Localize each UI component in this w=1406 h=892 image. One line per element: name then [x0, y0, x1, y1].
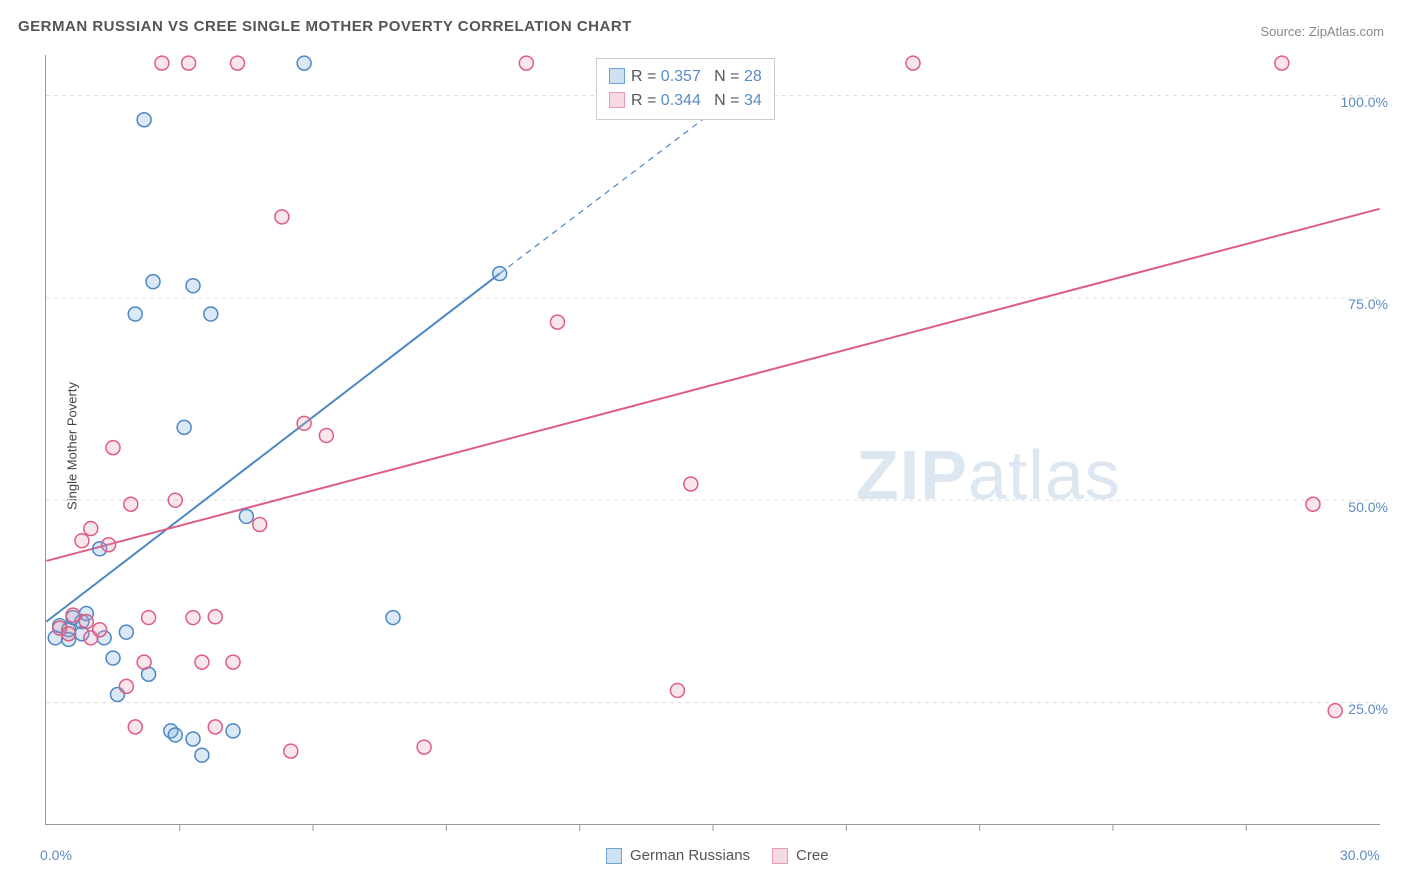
data-point: [155, 56, 169, 70]
data-point: [137, 655, 151, 669]
data-point: [297, 416, 311, 430]
x-tick-label: 0.0%: [40, 847, 72, 863]
data-point: [62, 627, 76, 641]
legend-swatch: [609, 92, 625, 108]
data-point: [195, 655, 209, 669]
y-tick-label: 25.0%: [1348, 701, 1388, 717]
legend-stats-row: R = 0.357 N = 28: [609, 65, 762, 89]
data-point: [550, 315, 564, 329]
y-tick-label: 75.0%: [1348, 296, 1388, 312]
legend-label: Cree: [796, 847, 829, 864]
data-point: [284, 744, 298, 758]
n-value: 28: [744, 68, 762, 85]
legend-label: German Russians: [630, 847, 750, 864]
data-point: [79, 615, 93, 629]
data-point: [230, 56, 244, 70]
data-point: [226, 655, 240, 669]
data-point: [519, 56, 533, 70]
r-label: R =: [631, 68, 661, 85]
data-point: [66, 608, 80, 622]
data-point: [906, 56, 920, 70]
x-tick-label: 30.0%: [1340, 847, 1380, 863]
data-point: [119, 679, 133, 693]
data-point: [684, 477, 698, 491]
chart-source: Source: ZipAtlas.com: [1260, 24, 1384, 39]
data-point: [195, 748, 209, 762]
plot-area: ZIPatlas R = 0.357 N = 28R = 0.344 N = 3…: [45, 55, 1380, 825]
data-point: [226, 724, 240, 738]
chart-container: GERMAN RUSSIAN VS CREE SINGLE MOTHER POV…: [0, 0, 1406, 892]
data-point: [75, 534, 89, 548]
data-point: [102, 538, 116, 552]
legend-swatch: [772, 848, 788, 864]
legend-item: Cree: [772, 847, 829, 864]
data-point: [670, 683, 684, 697]
trend-line: [46, 209, 1379, 561]
r-value: 0.357: [661, 68, 701, 85]
data-point: [204, 307, 218, 321]
data-point: [208, 610, 222, 624]
legend-series: German Russians Cree: [606, 847, 829, 864]
data-point: [106, 441, 120, 455]
data-point: [1306, 497, 1320, 511]
y-tick-label: 50.0%: [1348, 499, 1388, 515]
data-point: [1275, 56, 1289, 70]
data-point: [128, 307, 142, 321]
data-point: [93, 623, 107, 637]
data-point: [106, 651, 120, 665]
data-point: [1328, 704, 1342, 718]
data-point: [146, 275, 160, 289]
data-point: [128, 720, 142, 734]
data-point: [297, 56, 311, 70]
data-point: [319, 428, 333, 442]
data-point: [239, 509, 253, 523]
data-point: [208, 720, 222, 734]
chart-title: GERMAN RUSSIAN VS CREE SINGLE MOTHER POV…: [18, 18, 632, 35]
data-point: [417, 740, 431, 754]
r-label: R =: [631, 92, 661, 109]
n-value: 34: [744, 92, 762, 109]
data-point: [142, 611, 156, 625]
data-point: [275, 210, 289, 224]
data-point: [177, 420, 191, 434]
data-point: [186, 732, 200, 746]
trend-line-extrapolated: [500, 112, 713, 274]
data-point: [253, 518, 267, 532]
data-point: [186, 611, 200, 625]
legend-swatch: [609, 68, 625, 84]
data-point: [84, 522, 98, 536]
data-point: [386, 611, 400, 625]
data-point: [182, 56, 196, 70]
data-point: [493, 267, 507, 281]
legend-item: German Russians: [606, 847, 750, 864]
r-value: 0.344: [661, 92, 701, 109]
data-point: [186, 279, 200, 293]
y-tick-label: 100.0%: [1341, 94, 1388, 110]
data-point: [137, 113, 151, 127]
legend-stats-row: R = 0.344 N = 34: [609, 89, 762, 113]
plot-svg: [46, 55, 1380, 824]
n-label: N =: [701, 92, 744, 109]
data-point: [168, 728, 182, 742]
data-point: [124, 497, 138, 511]
data-point: [168, 493, 182, 507]
data-point: [119, 625, 133, 639]
legend-stats: R = 0.357 N = 28R = 0.344 N = 34: [596, 58, 775, 120]
legend-swatch: [606, 848, 622, 864]
n-label: N =: [701, 68, 744, 85]
